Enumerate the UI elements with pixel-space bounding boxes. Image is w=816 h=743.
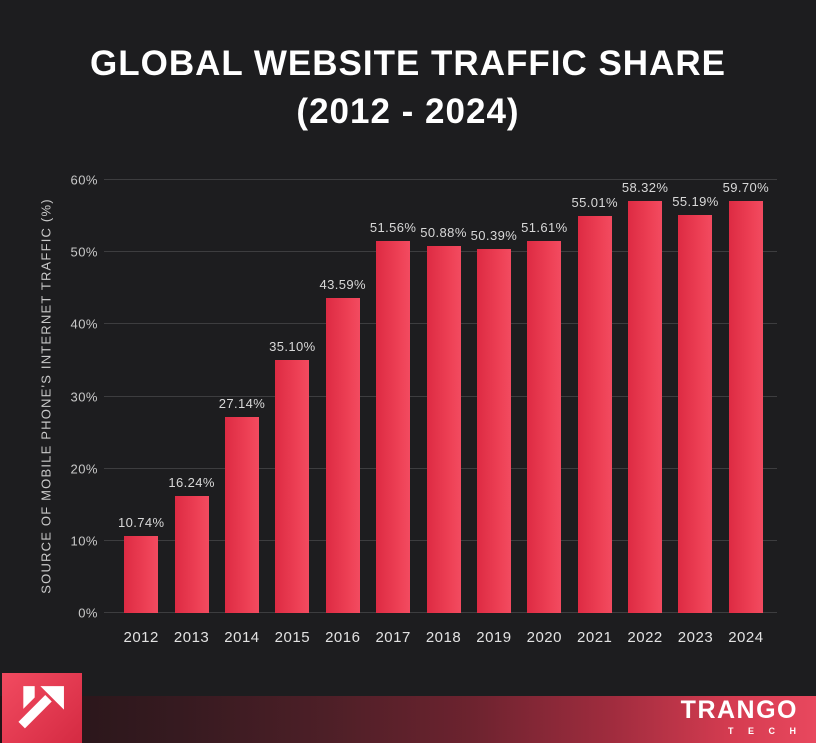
trango-logo-mark [2, 673, 82, 743]
bar-column-2024: 59.70% [721, 180, 771, 613]
x-tick-label-2016: 2016 [325, 629, 361, 646]
bar-value-label-2012: 10.74% [117, 514, 165, 530]
bar-2024 [728, 201, 763, 613]
x-tick-label-2014: 2014 [224, 629, 260, 646]
y-axis-title: SOURCE OF MOBILE PHONE'S INTERNET TRAFFI… [38, 198, 54, 594]
bar-2016 [325, 298, 360, 613]
x-tick-label-2022: 2022 [627, 629, 663, 646]
bar-value-label-2016: 43.59% [319, 277, 366, 293]
bar-2012 [124, 535, 159, 613]
bar-column-2017: 51.56% [368, 180, 418, 613]
x-tick-label-2018: 2018 [425, 629, 462, 646]
bar-value-label-2020: 51.61% [521, 219, 568, 235]
x-tick-label-2024: 2024 [728, 629, 764, 646]
x-tick-label-2020: 2020 [526, 629, 562, 646]
x-tick-label-2017: 2017 [375, 629, 411, 646]
bar-column-2023: 55.19% [670, 180, 720, 613]
bar-value-label-2018: 50.88% [420, 224, 467, 240]
bar-column-2018: 50.88% [418, 180, 468, 613]
bar-column-2022: 58.32% [620, 180, 670, 613]
page-title-line2: (2012 - 2024) [296, 92, 520, 132]
bar-2019 [476, 249, 511, 613]
footer-band [0, 696, 816, 743]
bar-column-2013: 16.24% [166, 180, 216, 613]
x-tick-label-2023: 2023 [677, 629, 714, 646]
bar-value-label-2013: 16.24% [168, 474, 215, 490]
bar-2021 [577, 216, 612, 613]
bar-value-label-2021: 55.01% [571, 195, 618, 211]
bar-2018 [426, 245, 461, 613]
y-tick-label-10%: 10% [70, 533, 98, 549]
bar-column-2014: 27.14% [217, 180, 267, 613]
bar-column-2019: 50.39% [469, 180, 519, 613]
bar-column-2020: 51.61% [519, 180, 569, 613]
y-tick-label-60%: 60% [70, 172, 98, 188]
brand-name: TRANGO [680, 696, 798, 724]
x-tick-label-2021: 2021 [577, 629, 613, 646]
bar-2015 [275, 359, 310, 613]
bar-column-2021: 55.01% [570, 180, 620, 613]
page-title-line1: GLOBAL WEBSITE TRAFFIC SHARE [90, 44, 726, 83]
bars-container: 10.74% 16.24% 27.14% 35.10% 43.59% 51.56% 50.8… [110, 180, 777, 613]
bar-value-label-2022: 58.32% [621, 180, 669, 195]
bar-column-2016: 43.59% [318, 180, 368, 613]
page-title: GLOBAL WEBSITE TRAFFIC SHARE (2012 - 202… [0, 0, 816, 137]
bar-value-label-2024: 59.70% [722, 180, 770, 195]
bar-2023 [678, 214, 713, 613]
y-tick-label-0%: 0% [78, 605, 98, 621]
y-tick-label-20%: 20% [70, 461, 98, 477]
bar-column-2015: 35.10% [267, 180, 317, 613]
x-axis-labels: 2012 2013 2014 2015 2016 2017 2018 2019 2020 2021… [110, 629, 777, 646]
bar-chart-plot-area: 10.74% 16.24% 27.14% 35.10% 43.59% 51.56% 50.8… [70, 173, 777, 646]
x-tick-label-2013: 2013 [173, 629, 210, 646]
y-tick-label-50%: 50% [70, 244, 98, 260]
bar-2013 [174, 495, 209, 613]
bar-column-2012: 10.74% [116, 180, 166, 613]
growth-arrow-icon [18, 686, 64, 729]
brand-subtitle: T E C H [727, 726, 802, 736]
x-tick-label-2015: 2015 [274, 629, 311, 646]
bar-2017 [376, 240, 411, 613]
y-tick-label-40%: 40% [70, 316, 98, 332]
bar-value-label-2017: 51.56% [369, 219, 417, 235]
bar-value-label-2015: 35.10% [269, 338, 316, 354]
bar-value-label-2023: 55.19% [672, 193, 719, 209]
bar-value-label-2019: 50.39% [470, 228, 518, 244]
x-tick-label-2012: 2012 [123, 629, 159, 646]
gridline-60% [104, 179, 777, 180]
x-tick-label-2019: 2019 [476, 629, 512, 646]
y-tick-label-30%: 30% [70, 389, 98, 404]
bar-2022 [628, 201, 663, 613]
brand-wordmark: TRANGO T E C H [680, 696, 798, 737]
bar-2014 [224, 417, 259, 613]
bar-value-label-2014: 27.14% [218, 396, 266, 412]
bar-2020 [527, 240, 562, 613]
